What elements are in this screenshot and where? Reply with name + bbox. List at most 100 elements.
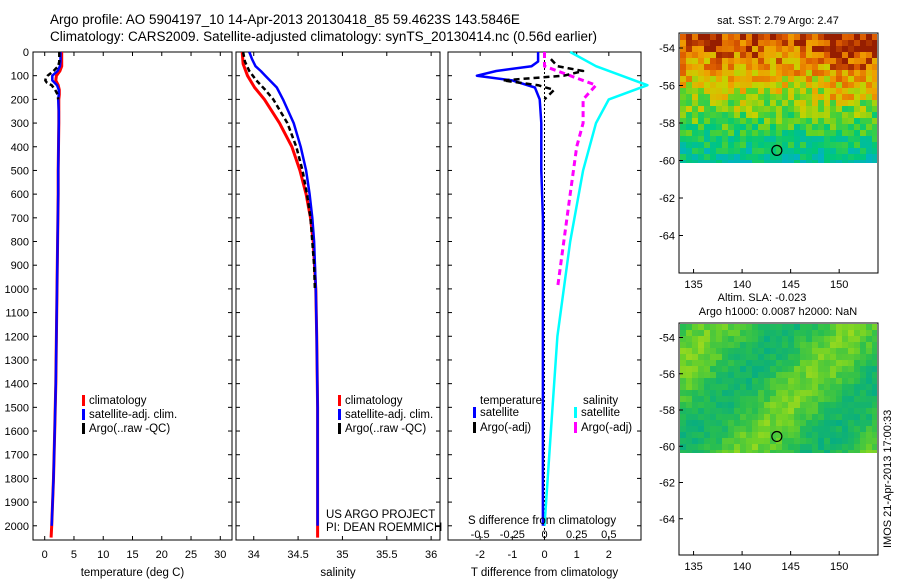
sla-cell (704, 438, 710, 444)
sla-cell (698, 450, 704, 453)
sst-cell (794, 76, 800, 82)
sla-cell (764, 438, 770, 444)
sst-cell (776, 58, 782, 64)
sst-cell (848, 100, 854, 106)
sla-cell (782, 438, 788, 444)
sla-cell (734, 342, 740, 348)
sst-cell (728, 118, 734, 124)
sst-cell (842, 112, 848, 118)
sla-cell (704, 384, 710, 390)
sst-cell (872, 82, 877, 88)
sst-cell (812, 70, 818, 76)
sst-cell (830, 46, 836, 52)
sla-cell (794, 324, 800, 330)
sst-cell (698, 148, 704, 154)
sst-cell (686, 94, 692, 100)
sst-cell (842, 106, 848, 112)
sst-cell (866, 82, 872, 88)
sla-cell (848, 444, 854, 450)
sla-cell (818, 408, 824, 414)
sla-cell (740, 414, 746, 420)
sst-cell (830, 124, 836, 130)
sla-cell (704, 336, 710, 342)
sst-cell (722, 94, 728, 100)
sst-cell (830, 160, 836, 163)
sst-cell (716, 64, 722, 70)
sst-cell (686, 124, 692, 130)
depth-tick-label: 300 (11, 118, 29, 130)
sla-cell (692, 324, 698, 330)
sst-cell (734, 112, 740, 118)
sst-cell (860, 88, 866, 94)
sla-cell (746, 324, 752, 330)
depth-tick-label: 1000 (5, 284, 29, 296)
sla-map-title-line1: Altim. SLA: -0.023 (718, 292, 807, 304)
sla-cell (800, 438, 806, 444)
sst-cell (800, 148, 806, 154)
sla-cell (704, 372, 710, 378)
sst-cell (788, 106, 794, 112)
sla-cell (728, 390, 734, 396)
sla-cell (716, 330, 722, 336)
salinity-legend-argo-swatch (338, 423, 341, 434)
sla-cell (860, 342, 866, 348)
sst-cell (872, 58, 877, 64)
sst-cell (842, 58, 848, 64)
sst-cell (872, 124, 877, 130)
sst-cell (776, 154, 782, 160)
sla-cell (686, 420, 692, 426)
salinity-xtick-label: 34 (248, 549, 260, 561)
sst-cell (854, 58, 860, 64)
sla-cell (818, 384, 824, 390)
sst-cell (734, 118, 740, 124)
temperature-xtick-label: 30 (214, 549, 226, 561)
sla-cell (824, 408, 830, 414)
sla-cell (818, 414, 824, 420)
sst-cell (836, 130, 842, 136)
sla-cell (698, 330, 704, 336)
sla-cell (776, 402, 782, 408)
sst-cell (860, 106, 866, 112)
sst-cell (716, 130, 722, 136)
sst-cell (836, 106, 842, 112)
sla-cell (770, 372, 776, 378)
sla-cell (788, 438, 794, 444)
sla-cell (734, 324, 740, 330)
sst-cell (860, 82, 866, 88)
sst-cell (710, 82, 716, 88)
sst-cell (716, 76, 722, 82)
sst-cell (866, 130, 872, 136)
salinity-plot-frame (235, 51, 441, 541)
sla-cell (866, 414, 872, 420)
sla-cell (872, 408, 877, 414)
sla-cell (818, 360, 824, 366)
sla-cell (794, 450, 800, 453)
sst-cell (812, 118, 818, 124)
sst-cell (710, 118, 716, 124)
sst-cell (866, 70, 872, 76)
sla-cell (752, 342, 758, 348)
sla-cell (752, 402, 758, 408)
sst-cell (704, 46, 710, 52)
sst-cell (716, 154, 722, 160)
sla-cell (788, 336, 794, 342)
sla-cell (698, 426, 704, 432)
sst-cell (734, 130, 740, 136)
sst-cell (848, 112, 854, 118)
sst-cell (788, 88, 794, 94)
sst-cell (788, 58, 794, 64)
sst-cell (728, 112, 734, 118)
sla-cell (812, 348, 818, 354)
sst-cell (686, 34, 692, 40)
sst-cell (812, 100, 818, 106)
sst-cell (788, 64, 794, 70)
sst-cell (836, 124, 842, 130)
sst-cell (770, 40, 776, 46)
sla-cell (740, 324, 746, 330)
sla-cell (836, 414, 842, 420)
sst-cell (764, 88, 770, 94)
sst-cell (758, 160, 764, 163)
sla-cell (812, 390, 818, 396)
sst-cell (794, 106, 800, 112)
sla-cell (842, 426, 848, 432)
